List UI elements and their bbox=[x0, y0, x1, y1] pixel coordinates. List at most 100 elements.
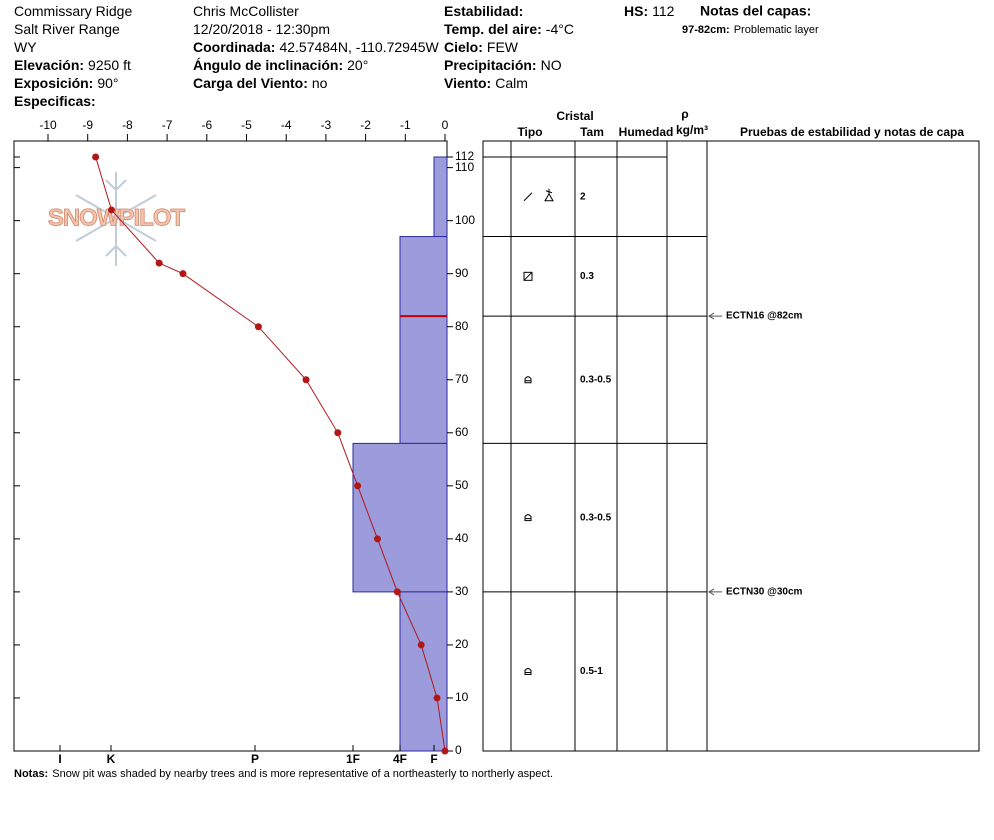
x-tick-label: -5 bbox=[241, 118, 252, 132]
value: -4°C bbox=[546, 21, 574, 37]
icon bbox=[523, 271, 533, 281]
header-field: Carga del Viento: no bbox=[193, 75, 328, 91]
temperature-point bbox=[179, 270, 187, 278]
x-tick-label: -8 bbox=[122, 118, 133, 132]
hardness-label: I bbox=[58, 752, 61, 766]
temperature-point bbox=[354, 482, 362, 490]
hardness-bar bbox=[399, 315, 448, 444]
label: Estabilidad: bbox=[444, 3, 523, 19]
label: Temp. del aire: bbox=[444, 21, 542, 37]
value: 112 bbox=[652, 3, 675, 19]
icon bbox=[524, 376, 532, 384]
table-header: Pruebas de estabilidad y notas de capa bbox=[740, 125, 964, 139]
y-tick-label: 90 bbox=[455, 266, 469, 280]
header-field: Commissary Ridge bbox=[14, 3, 132, 19]
y-tick-label: 112 bbox=[455, 149, 474, 163]
temperature-point bbox=[393, 588, 401, 596]
hardness-label: F bbox=[430, 752, 437, 766]
x-tick-label: 0 bbox=[442, 118, 449, 132]
icon bbox=[544, 188, 554, 202]
temperature-point bbox=[92, 153, 100, 161]
grain-size: 0.5-1 bbox=[580, 666, 603, 677]
value: 90° bbox=[97, 75, 118, 91]
grain-icon bbox=[524, 376, 532, 384]
value: 42.57484N, -110.72945W bbox=[279, 39, 439, 55]
x-tick-label: -2 bbox=[360, 118, 371, 132]
header-field: Salt River Range bbox=[14, 21, 120, 37]
value: FEW bbox=[487, 39, 519, 55]
y-tick-label: 80 bbox=[455, 319, 469, 333]
header-field: Viento: Calm bbox=[444, 75, 528, 91]
header-field: WY bbox=[14, 39, 37, 55]
y-tick-label: 50 bbox=[455, 478, 469, 492]
x-tick-label: -4 bbox=[281, 118, 292, 132]
hardness-bar bbox=[433, 156, 448, 238]
y-tick-label: 70 bbox=[455, 372, 469, 386]
table-frame bbox=[482, 140, 980, 752]
test-label: ECTN16 @82cm bbox=[726, 311, 803, 322]
value: Salt River Range bbox=[14, 21, 120, 37]
layer-notes-title: Notas del capas: bbox=[700, 3, 811, 19]
label: 97-82cm: bbox=[682, 24, 730, 36]
label: Elevación: bbox=[14, 57, 84, 73]
snow-height: HS: 112 bbox=[624, 3, 675, 19]
y-tick-label: 60 bbox=[455, 425, 469, 439]
value: Chris McCollister bbox=[193, 3, 299, 19]
grain-size: 0.3-0.5 bbox=[580, 374, 612, 385]
test-arrow bbox=[708, 588, 722, 596]
icon bbox=[524, 514, 532, 522]
temperature-point bbox=[334, 429, 342, 437]
value: 20° bbox=[347, 57, 368, 73]
header-field: Ángulo de inclinación: 20° bbox=[193, 57, 368, 73]
header-field: Cielo: FEW bbox=[444, 39, 519, 55]
grain-icon bbox=[523, 271, 533, 281]
y-tick-label: 110 bbox=[455, 160, 474, 174]
icon bbox=[524, 667, 532, 675]
label: HS: bbox=[624, 3, 648, 19]
grain-size: 0.3-0.5 bbox=[580, 512, 612, 523]
label: Ángulo de inclinación: bbox=[193, 57, 343, 73]
notes: Notas: Snow pit was shaded by nearby tree… bbox=[14, 768, 553, 780]
x-tick-label: -9 bbox=[82, 118, 93, 132]
header-field: Precipitación: NO bbox=[444, 57, 562, 73]
label: Viento: bbox=[444, 75, 491, 91]
label: Especificas: bbox=[14, 93, 96, 109]
value: NO bbox=[541, 57, 562, 73]
hardness-bar bbox=[352, 442, 448, 593]
test-arrow bbox=[708, 312, 722, 320]
label: Notas: bbox=[14, 768, 48, 780]
header-field: 12/20/2018 - 12:30pm bbox=[193, 21, 330, 37]
x-tick-label: -1 bbox=[400, 118, 411, 132]
x-tick-label: -3 bbox=[321, 118, 332, 132]
value: Snow pit was shaded by nearby trees and … bbox=[52, 768, 553, 780]
header-field: Estabilidad: bbox=[444, 3, 523, 19]
logo-text: SNOWPILOT bbox=[48, 204, 186, 231]
header-field: Coordinada: 42.57484N, -110.72945W bbox=[193, 39, 440, 55]
value: Commissary Ridge bbox=[14, 3, 132, 19]
x-tick-label: -7 bbox=[162, 118, 173, 132]
label: Coordinada: bbox=[193, 39, 275, 55]
y-tick-label: 100 bbox=[455, 213, 475, 227]
header-field: Especificas: bbox=[14, 93, 96, 109]
y-tick-label: 10 bbox=[455, 690, 469, 704]
hardness-bar bbox=[399, 591, 448, 752]
y-tick-label: 30 bbox=[455, 584, 469, 598]
y-tick-label: 20 bbox=[455, 637, 469, 651]
table-header: Humedad bbox=[619, 125, 674, 139]
value: Problematic layer bbox=[734, 24, 819, 36]
temperature-point bbox=[441, 747, 449, 755]
label: Exposición: bbox=[14, 75, 93, 91]
grain-icon bbox=[524, 667, 532, 675]
table-header: Tam bbox=[580, 125, 604, 139]
table-header: ρ bbox=[681, 107, 688, 121]
grain-icon bbox=[523, 188, 554, 202]
y-tick-label: 40 bbox=[455, 531, 469, 545]
table-header: Cristal bbox=[556, 109, 593, 123]
hardness-bar bbox=[399, 236, 448, 317]
grain-icon bbox=[524, 514, 532, 522]
temperature-point bbox=[302, 376, 310, 384]
icon bbox=[523, 271, 533, 281]
icon bbox=[523, 192, 533, 202]
table-header: Tipo bbox=[517, 125, 542, 139]
